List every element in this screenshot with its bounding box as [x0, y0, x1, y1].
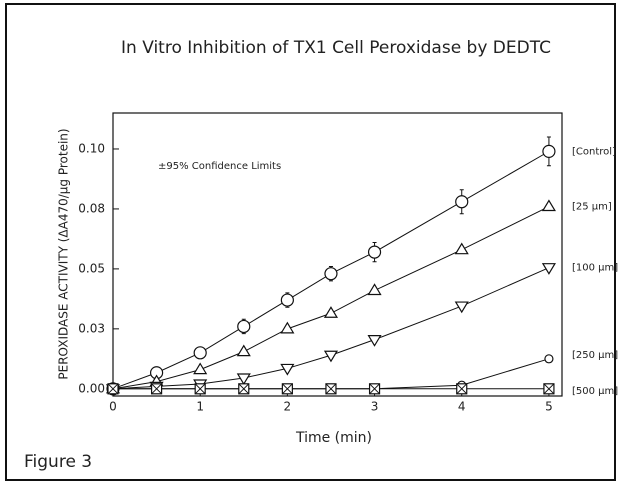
point [455, 195, 469, 209]
point-cross [325, 383, 337, 395]
point [193, 346, 207, 360]
point [367, 245, 382, 259]
point [323, 306, 339, 318]
x-tick-label: 2 [284, 400, 292, 414]
y-tick-label: 0.03 [78, 321, 105, 335]
point [367, 335, 382, 347]
x-tick-label: 0 [109, 400, 117, 414]
point [324, 267, 338, 281]
point-cross [456, 383, 468, 395]
point-cross [194, 383, 206, 395]
figure-border [5, 3, 616, 481]
point [541, 263, 556, 275]
point [193, 362, 208, 375]
x-tick-label: 3 [371, 400, 379, 414]
point [454, 301, 469, 314]
x-tick-label: 4 [458, 400, 466, 414]
point [236, 373, 251, 386]
x-axis-label: Time (min) [295, 430, 372, 446]
point [237, 319, 251, 334]
y-tick-label: 0.00 [78, 381, 105, 395]
chart-title: In Vitro Inhibition of TX1 Cell Peroxida… [121, 38, 551, 58]
point [542, 144, 556, 158]
point-cross [369, 383, 380, 395]
plot-frame [112, 112, 563, 397]
point [236, 344, 251, 357]
legend-label: [250 μm] [572, 350, 618, 361]
y-tick-label: 0.08 [78, 201, 105, 215]
x-tick-label: 5 [545, 400, 553, 414]
point [454, 242, 469, 255]
y-tick-label: 0.05 [78, 261, 105, 275]
point-cross [282, 383, 293, 395]
legend-label: [500 μm] [572, 386, 618, 397]
point [367, 283, 382, 296]
caption: Figure 3 [24, 452, 92, 472]
point [280, 363, 295, 376]
x-tick-label: 1 [196, 400, 204, 414]
legend-label: [Control] [572, 146, 616, 157]
point-cross [238, 383, 250, 395]
point [280, 293, 294, 307]
legend-label: [100 μm] [572, 263, 618, 274]
legend-label: [25 μm] [572, 202, 612, 213]
point-cross [151, 383, 162, 395]
annotation: ±95% Confidence Limits [158, 161, 281, 172]
point [544, 354, 554, 364]
y-tick-label: 0.10 [78, 141, 105, 155]
y-axis-label: PEROXIDASE ACTIVITY (ΔA470/μg Protein) [57, 128, 71, 379]
point [541, 199, 556, 212]
point [323, 350, 339, 363]
point-cross [543, 383, 555, 395]
point-cross [107, 383, 119, 395]
point [280, 321, 295, 334]
series-line [112, 267, 550, 390]
